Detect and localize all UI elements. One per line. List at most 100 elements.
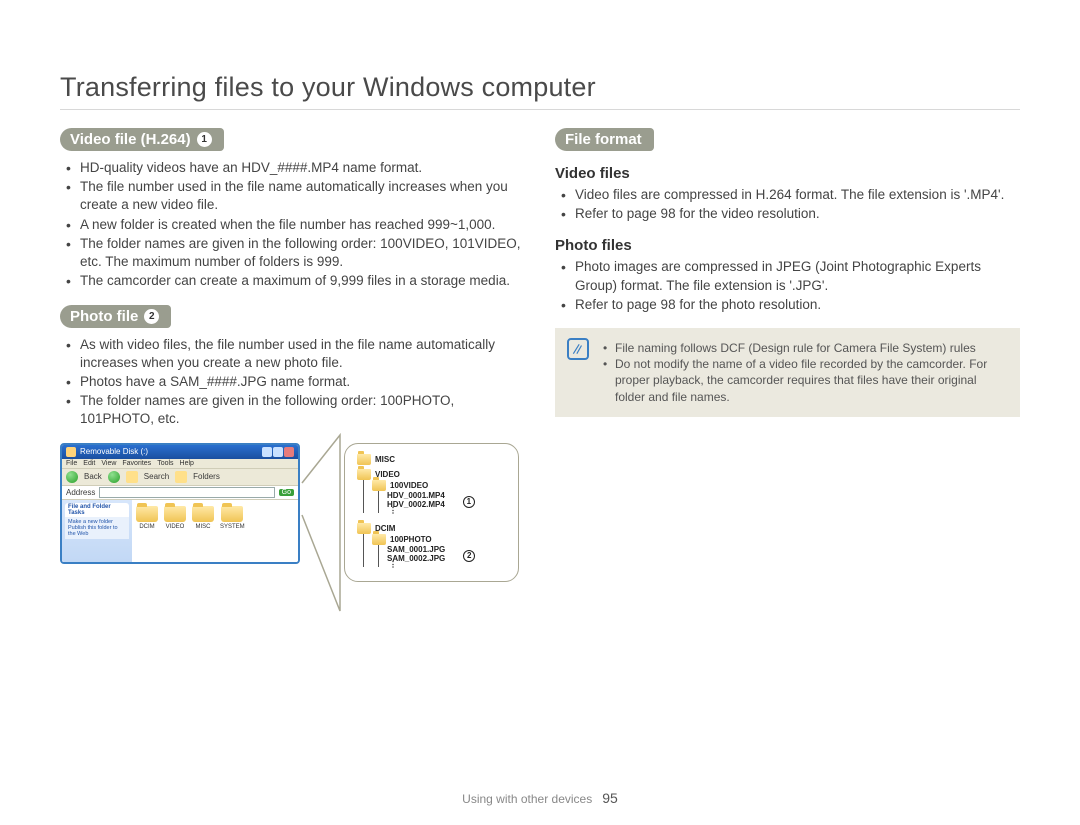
bullet: A new folder is created when the file nu… (80, 216, 525, 234)
maximize-icon (273, 447, 283, 457)
pill-number-2-icon: 2 (144, 309, 159, 324)
pill-number-1-icon: 1 (197, 132, 212, 147)
folder-icon (221, 506, 243, 522)
bullet: The folder names are given in the follow… (80, 392, 525, 428)
footer-section: Using with other devices (462, 792, 592, 806)
explorer-body: File and Folder Tasks Make a new folder … (62, 500, 298, 562)
tree-node: DCIM (357, 523, 508, 534)
addr-input (99, 487, 274, 498)
bullet: Photos have a SAM_####.JPG name format. (80, 373, 525, 391)
video-files-bullets: Video files are compressed in H.264 form… (555, 186, 1020, 223)
note-item: Do not modify the name of a video file r… (603, 356, 1006, 405)
explorer-window: Removable Disk (:) File Edit View Favori… (60, 443, 300, 564)
bullet: Photo images are compressed in JPEG (Joi… (575, 258, 1020, 294)
up-icon (126, 471, 138, 483)
close-icon (284, 447, 294, 457)
folder-label: SYSTEM (220, 524, 245, 530)
bullet: HD-quality videos have an HDV_####.MP4 n… (80, 159, 525, 177)
menu-item: File (66, 460, 77, 467)
tasks-pane: File and Folder Tasks Make a new folder … (62, 500, 132, 562)
folder-item: DCIM (136, 506, 158, 556)
diagram-area: Removable Disk (:) File Edit View Favori… (60, 443, 525, 613)
photo-file-bullets: As with video files, the file number use… (60, 336, 525, 429)
note-box: File naming follows DCF (Design rule for… (555, 328, 1020, 417)
page-footer: Using with other devices 95 (0, 790, 1080, 806)
explorer-toolbar: Back Search Folders (62, 468, 298, 486)
folder-item: VIDEO (164, 506, 186, 556)
tree-file: HDV_0001.MP4 (387, 491, 445, 500)
file-format-pill-label: File format (565, 131, 642, 148)
file-format-pill: File format (555, 128, 654, 151)
menu-item: Edit (83, 460, 95, 467)
video-file-pill-label: Video file (H.264) (70, 131, 191, 148)
tree-label: MISC (375, 455, 395, 464)
columns: Video file (H.264) 1 HD-quality videos h… (60, 128, 1020, 613)
forward-icon (108, 471, 120, 483)
footer-page-number: 95 (602, 790, 618, 806)
tree-node: MISC (357, 454, 508, 465)
explorer-menubar: File Edit View Favorites Tools Help (62, 459, 298, 468)
drive-icon (66, 447, 76, 457)
menu-item: Favorites (122, 460, 151, 467)
tree-node: 100VIDEO (372, 480, 508, 491)
photo-file-pill-label: Photo file (70, 308, 138, 325)
back-icon (66, 471, 78, 483)
folder-label: VIDEO (166, 524, 185, 530)
folder-icon (192, 506, 214, 522)
bullet: The folder names are given in the follow… (80, 235, 525, 271)
callout-arrow-icon (300, 433, 344, 613)
tree-label: 100VIDEO (390, 481, 428, 490)
folder-item: MISC (192, 506, 214, 556)
explorer-addressbar: Address Go (62, 486, 298, 500)
task-item: Publish this folder to the Web (68, 525, 126, 537)
video-file-bullets: HD-quality videos have an HDV_####.MP4 n… (60, 159, 525, 291)
page: Transferring files to your Windows compu… (0, 0, 1080, 613)
menu-item: View (101, 460, 116, 467)
folder-icon (357, 523, 371, 534)
folder-icon (136, 506, 158, 522)
tb-label: Back (84, 472, 102, 481)
tree-label: 100PHOTO (390, 535, 432, 544)
reference-2-icon: 2 (463, 550, 475, 562)
folder-icon (357, 469, 371, 480)
folder-icon (372, 480, 386, 491)
menu-item: Tools (157, 460, 173, 467)
bullet: Video files are compressed in H.264 form… (575, 186, 1020, 204)
note-item: File naming follows DCF (Design rule for… (603, 340, 1006, 356)
note-icon (567, 338, 589, 360)
tasks-body: Make a new folder Publish this folder to… (65, 517, 129, 539)
tb-label: Search (144, 472, 169, 481)
photo-file-pill: Photo file 2 (60, 305, 171, 328)
tree-file: SAM_0001.JPG (387, 545, 445, 554)
folder-label: MISC (196, 524, 211, 530)
bullet: Refer to page 98 for the photo resolutio… (575, 296, 1020, 314)
left-column: Video file (H.264) 1 HD-quality videos h… (60, 128, 525, 613)
addr-label: Address (66, 488, 95, 497)
video-file-pill: Video file (H.264) 1 (60, 128, 224, 151)
folder-icon (164, 506, 186, 522)
tb-label: Folders (193, 472, 220, 481)
folder-tree-panel: MISC VIDEO 100VIDEO HDV_0001.MP4 HDV_000… (344, 443, 519, 582)
tree-node: VIDEO (357, 469, 508, 480)
photo-files-bullets: Photo images are compressed in JPEG (Joi… (555, 258, 1020, 314)
ellipsis-icon: ⋮ (387, 563, 445, 567)
minimize-icon (262, 447, 272, 457)
menu-item: Help (180, 460, 194, 467)
tree-node: 100PHOTO (372, 534, 508, 545)
photo-files-heading: Photo files (555, 237, 1020, 254)
video-files-heading: Video files (555, 165, 1020, 182)
note-list: File naming follows DCF (Design rule for… (603, 340, 1006, 405)
right-column: File format Video files Video files are … (555, 128, 1020, 613)
ellipsis-icon: ⋮ (387, 509, 445, 513)
explorer-titlebar: Removable Disk (:) (62, 445, 298, 459)
folder-item: SYSTEM (220, 506, 245, 556)
bullet: Refer to page 98 for the video resolutio… (575, 205, 1020, 223)
bullet: The file number used in the file name au… (80, 178, 525, 214)
tasks-header: File and Folder Tasks (65, 503, 129, 517)
files-pane: DCIM VIDEO MISC SYSTEM (132, 500, 298, 562)
folder-icon (357, 454, 371, 465)
folder-icon (372, 534, 386, 545)
folder-tree: MISC VIDEO 100VIDEO HDV_0001.MP4 HDV_000… (357, 454, 508, 567)
go-button: Go (279, 489, 294, 496)
reference-1-icon: 1 (463, 496, 475, 508)
